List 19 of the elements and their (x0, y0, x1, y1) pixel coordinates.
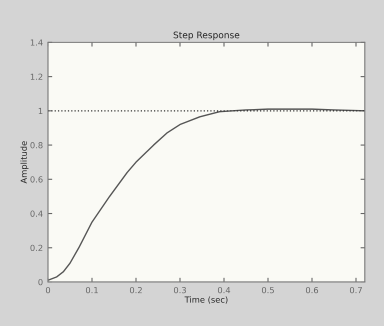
x-tick-label: 0.4 (218, 287, 230, 294)
y-tick-label: 1 (38, 108, 42, 114)
y-tick-label: 0.6 (30, 176, 43, 183)
y-tick-label: 0.4 (30, 210, 43, 217)
chart-title: Step Response (174, 32, 240, 40)
y-tick-label: 0.8 (30, 142, 43, 148)
x-tick-label: 0.5 (262, 287, 274, 294)
y-tick-label: 1.4 (30, 39, 43, 46)
x-tick-label: 0.2 (130, 287, 142, 294)
y-tick-label: 0 (38, 278, 43, 286)
x-tick-label: 0.7 (350, 287, 362, 294)
x-tick-label: 0.1 (86, 287, 98, 294)
x-axis-title: Time (sec) (184, 296, 228, 304)
y-tick-label: 1.2 (30, 74, 42, 80)
x-tick-label: 0.3 (174, 287, 186, 294)
x-tick-label: 0.6 (306, 287, 318, 294)
y-tick-label: 0.2 (30, 244, 42, 252)
x-tick-label: 0 (46, 287, 50, 294)
y-axis-title: Amplitude (20, 141, 28, 184)
